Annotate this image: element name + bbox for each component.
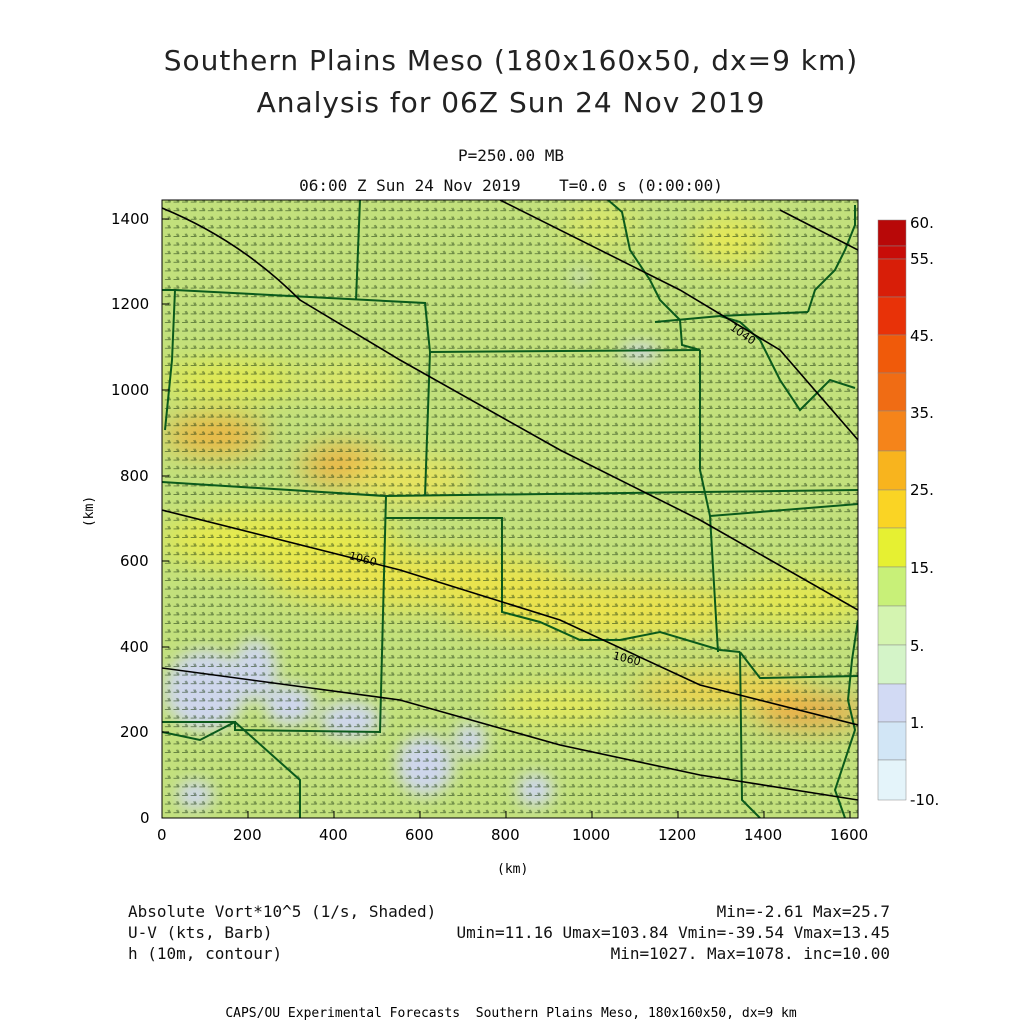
colorbar-label: 55. bbox=[910, 250, 934, 268]
x-tick-label: 200 bbox=[233, 826, 262, 844]
x-tick-label: 800 bbox=[491, 826, 520, 844]
map-title: Southern Plains Meso (180x160x50, dx=9 k… bbox=[163, 44, 859, 77]
x-axis-label: (km) bbox=[497, 862, 529, 877]
pressure-level: P=250.00 MB bbox=[458, 146, 564, 165]
barb-field-label: U-V (kts, Barb) bbox=[128, 923, 273, 942]
y-tick-label: 400 bbox=[120, 638, 149, 656]
height-contours bbox=[162, 200, 858, 801]
x-tick-label: 1400 bbox=[744, 826, 783, 844]
contour-field-stats: Min=1027. Max=1078. inc=10.00 bbox=[610, 944, 890, 963]
vorticity-shading bbox=[162, 200, 858, 818]
valid-time: 06:00 Z Sun 24 Nov 2019 T=0.0 s (0:00:00… bbox=[299, 176, 723, 195]
y-tick-label: 0 bbox=[140, 809, 150, 827]
colorbar-label: 25. bbox=[910, 481, 934, 499]
x-tick-label: 1600 bbox=[830, 826, 869, 844]
y-tick-label: 1400 bbox=[111, 210, 150, 228]
map-subtitle: Analysis for 06Z Sun 24 Nov 2019 bbox=[256, 86, 766, 119]
y-tick-label: 1000 bbox=[111, 381, 150, 399]
colorbar-label: 1. bbox=[910, 714, 925, 732]
x-tick-label: 0 bbox=[157, 826, 167, 844]
x-tick-label: 1200 bbox=[658, 826, 697, 844]
colorbar-label: -10. bbox=[910, 791, 940, 809]
x-tick-label: 1000 bbox=[572, 826, 611, 844]
colorbar-label: 5. bbox=[910, 637, 925, 655]
colorbar-label: 60. bbox=[910, 214, 934, 232]
plot-frame bbox=[161, 199, 859, 819]
colorbar-label: 15. bbox=[910, 559, 934, 577]
footer-credit: CAPS/OU Experimental Forecasts Southern … bbox=[225, 1006, 797, 1021]
y-tick-label: 200 bbox=[120, 723, 149, 741]
contour-field-label: h (10m, contour) bbox=[128, 944, 283, 963]
x-tick-label: 600 bbox=[405, 826, 434, 844]
shade-field-stats: Min=-2.61 Max=25.7 bbox=[716, 902, 890, 921]
shade-field-label: Absolute Vort*10^5 (1/s, Shaded) bbox=[128, 902, 437, 921]
y-tick-label: 600 bbox=[120, 552, 149, 570]
y-axis-label: (km) bbox=[82, 495, 98, 528]
colorbar-label: 45. bbox=[910, 327, 934, 345]
barb-field-stats: Umin=11.16 Umax=103.84 Vmin=-39.54 Vmax=… bbox=[456, 923, 890, 942]
state-borders bbox=[162, 200, 858, 818]
axis-ticks bbox=[161, 218, 851, 819]
x-tick-label: 400 bbox=[319, 826, 348, 844]
colorbar-label: 35. bbox=[910, 404, 934, 422]
y-tick-label: 800 bbox=[120, 467, 149, 485]
y-tick-label: 1200 bbox=[111, 295, 150, 313]
colorbar bbox=[877, 219, 907, 801]
